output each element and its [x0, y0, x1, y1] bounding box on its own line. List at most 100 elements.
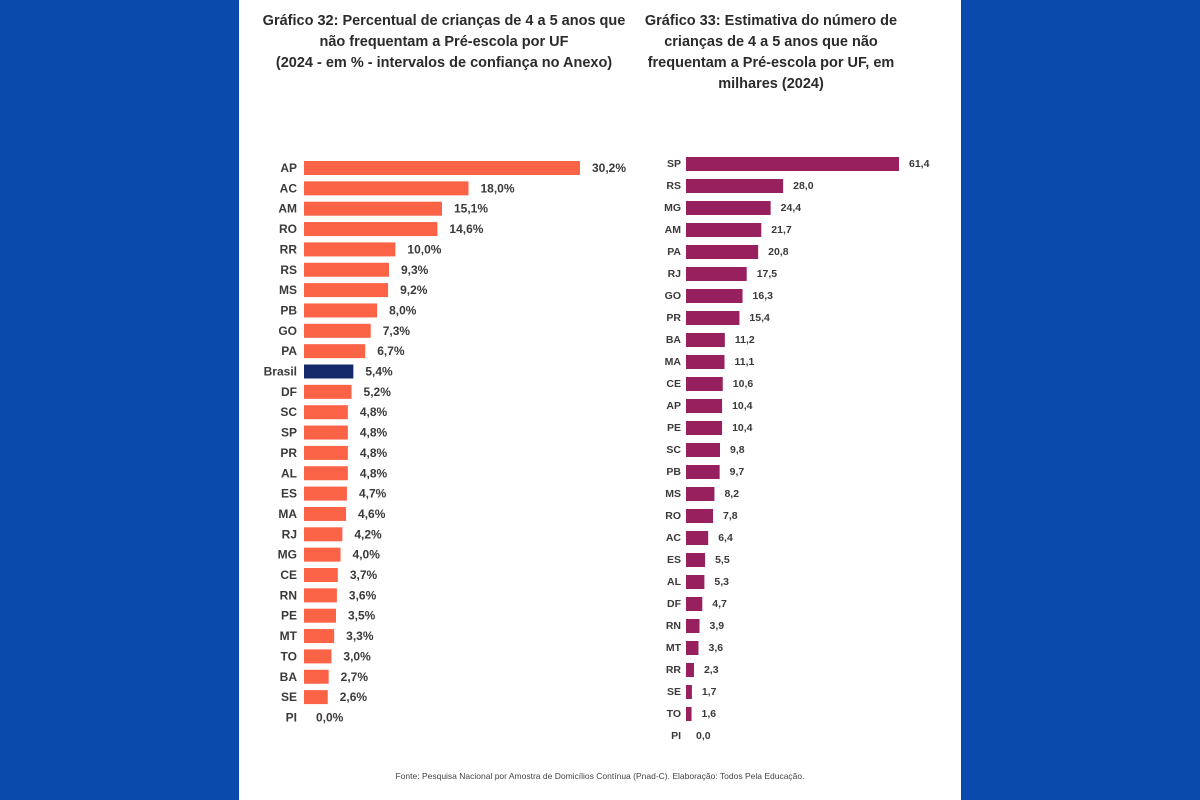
chart-33-category-label-sc: SC [666, 444, 681, 456]
chart-32-category-label-rn: RN [280, 588, 297, 602]
chart-32-value-label-go: 7,3% [383, 324, 411, 338]
chart-33-bar-rj [686, 267, 747, 281]
chart-32-value-label-rj: 4,2% [354, 527, 382, 541]
chart-33-value-label-ro: 7,8 [723, 510, 738, 522]
chart-32-bar-pe [304, 608, 336, 623]
chart-33-value-label-ac: 6,4 [718, 532, 733, 544]
chart-32-value-label-ba: 2,7% [341, 670, 369, 684]
chart-32-bar-es [304, 486, 347, 501]
chart-33-title: Gráfico 33: Estimativa do número de cria… [640, 11, 902, 95]
chart-33-value-label-df: 4,7 [712, 598, 727, 610]
chart-32-category-label-go: GO [278, 324, 297, 338]
chart-32-bar-se [304, 690, 328, 705]
chart-33-bar-ac [686, 531, 709, 545]
chart-32-value-label-ro: 14,6% [449, 222, 483, 236]
chart-32-category-label-ce: CE [280, 568, 297, 582]
chart-33-category-label-pb: PB [666, 466, 681, 478]
chart-32-bar-ma [304, 506, 347, 521]
chart-32-value-label-sp: 4,8% [360, 426, 388, 440]
chart-33-category-label-pa: PA [667, 246, 681, 258]
chart-33-bar-es [686, 553, 706, 567]
chart-32-category-label-pa: PA [281, 344, 297, 358]
chart-32-category-label-ac: AC [280, 181, 298, 195]
chart-32-value-label-se: 2,6% [340, 690, 368, 704]
chart-33-bar-df [686, 597, 703, 611]
chart-33-value-label-ce: 10,6 [733, 378, 754, 390]
chart-33-category-label-ms: MS [665, 488, 681, 500]
chart-32-value-label-pr: 4,8% [360, 446, 388, 460]
chart-32-value-label-ms: 9,2% [400, 283, 428, 297]
chart-32-category-label-pb: PB [280, 303, 297, 317]
chart-32-value-label-to: 3,0% [343, 649, 371, 663]
chart-33-category-label-pe: PE [667, 422, 681, 434]
chart-33-category-label-rs: RS [666, 180, 681, 192]
chart-32-bar-ba [304, 669, 329, 684]
chart-33-bar-pb [686, 465, 720, 479]
chart-32-value-label-es: 4,7% [359, 487, 387, 501]
chart-32-category-label-mt: MT [280, 629, 298, 643]
chart-32-category-label-rj: RJ [282, 527, 297, 541]
chart-33-bar-ro [686, 509, 714, 523]
chart-32-bar-am [304, 201, 442, 216]
chart-32-value-label-mg: 4,0% [353, 548, 381, 562]
chart-33-bar-pe [686, 421, 723, 435]
chart-33-value-label-to: 1,6 [702, 708, 717, 720]
chart-32-title-line-3: (2024 - em % - intervalos de confiança n… [275, 55, 613, 71]
chart-32-title: Gráfico 32: Percentual de crianças de 4 … [255, 11, 633, 74]
chart-33-value-label-mg: 24,4 [781, 202, 802, 214]
chart-32-bar-ce [304, 568, 338, 582]
chart-32-value-label-pi: 0,0% [316, 710, 344, 724]
chart-32-category-label-ba: BA [280, 670, 298, 684]
chart-33-value-label-mt: 3,6 [708, 642, 723, 654]
chart-32-category-label-sc: SC [280, 405, 297, 419]
chart-32-category-label-se: SE [281, 690, 297, 704]
chart-33-title-line-2: crianças de 4 a 5 anos que não [664, 34, 878, 50]
chart-33-category-label-ap: AP [666, 400, 681, 412]
chart-33-bar-rn [686, 619, 700, 633]
chart-33-category-label-go: GO [665, 290, 681, 302]
chart-33-value-label-pr: 15,4 [749, 312, 770, 324]
chart-33-value-label-ba: 11,2 [735, 334, 755, 346]
chart-32-value-label-pa: 6,7% [377, 344, 405, 358]
chart-32-bar-brasil [304, 364, 354, 379]
chart-32-category-label-ro: RO [279, 222, 297, 236]
chart-33-category-label-rr: RR [666, 664, 682, 676]
chart-32-category-label-df: DF [281, 385, 297, 399]
source-note: Fonte: Pesquisa Nacional por Amostra de … [395, 771, 805, 781]
chart-32-category-label-es: ES [281, 487, 297, 501]
chart-33-bar-rr [686, 663, 694, 677]
chart-32-category-label-brasil: Brasil [264, 365, 297, 379]
chart-32-bar-pb [304, 303, 378, 318]
chart-33-category-label-rn: RN [666, 620, 681, 632]
chart-33-value-label-se: 1,7 [702, 686, 717, 698]
chart-33-bar-pa [686, 245, 759, 259]
chart-32-category-label-ms: MS [279, 283, 297, 297]
chart-33-category-label-df: DF [667, 598, 682, 610]
chart-33-category-label-pr: PR [666, 312, 681, 324]
chart-33-category-label-mg: MG [664, 202, 681, 214]
chart-32-bar-pr [304, 445, 348, 460]
chart-32-bar-rs [304, 262, 389, 277]
chart-32-bar-pa [304, 344, 366, 359]
chart-32-value-label-brasil: 5,4% [365, 365, 393, 379]
chart-32-value-label-df: 5,2% [364, 385, 392, 399]
chart-32-value-label-al: 4,8% [360, 466, 388, 480]
chart-32-value-label-pe: 3,5% [348, 609, 376, 623]
chart-32-bar-rj [304, 527, 343, 542]
chart-32-value-label-rn: 3,6% [349, 588, 377, 602]
chart-33-category-label-ma: MA [665, 356, 682, 368]
chart-33-category-label-rj: RJ [668, 268, 682, 280]
chart-33-value-label-am: 21,7 [771, 224, 792, 236]
chart-33-value-label-al: 5,3 [714, 576, 729, 588]
chart-33-bar-ap [686, 399, 723, 413]
chart-32-category-label-pi: PI [286, 710, 297, 724]
chart-33-value-label-pi: 0,0 [696, 730, 711, 742]
chart-33-bar-sc [686, 443, 720, 457]
chart-33-bar-pr [686, 311, 740, 325]
chart-32-bar-ap [304, 161, 580, 175]
chart-33-category-label-ce: CE [666, 378, 681, 390]
chart-32-bar-ac [304, 181, 469, 196]
chart-32-value-label-ce: 3,7% [350, 568, 378, 582]
chart-33-value-label-rs: 28,0 [793, 180, 814, 192]
chart-32-category-label-al: AL [281, 466, 297, 480]
